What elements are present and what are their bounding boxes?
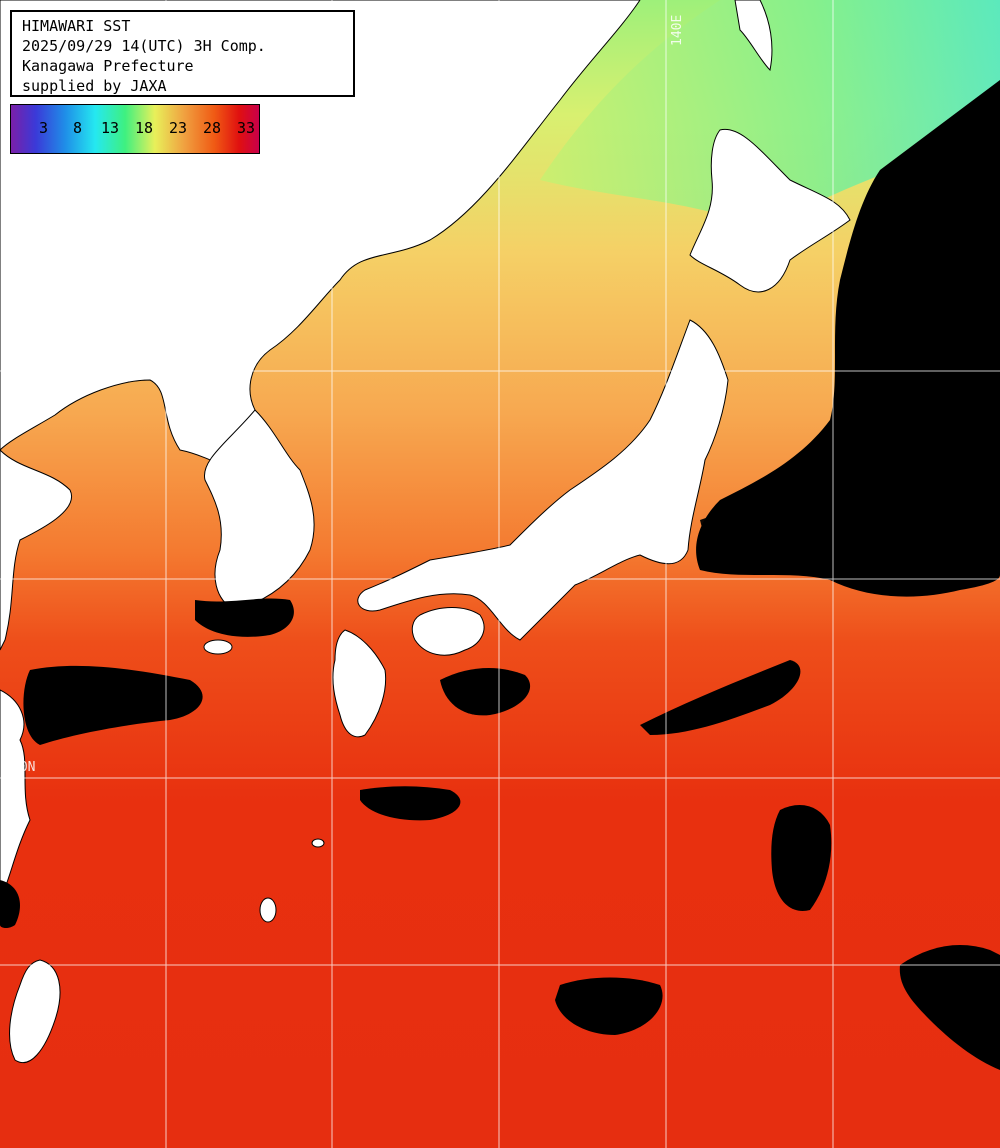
colorbar-tick: 18 <box>135 119 154 137</box>
cloud-south-3 <box>0 880 20 929</box>
cloud-east-band <box>700 410 1000 560</box>
cloud-central-pacific <box>771 805 832 911</box>
colorbar-tick: 13 <box>101 119 120 137</box>
cloud-south-2 <box>899 945 1000 1070</box>
cloud-southwest-honshu <box>440 668 531 716</box>
land-hokkaido <box>689 128 851 293</box>
lat-label-30n: 30N <box>12 760 36 775</box>
timestamp-line: 2025/09/29 14(UTC) 3H Comp. <box>22 37 266 55</box>
lon-label-140e: 140E <box>670 14 685 46</box>
colorbar-tick: 3 <box>39 119 49 137</box>
land-amami <box>311 838 325 848</box>
cloud-pacific-east <box>640 660 801 735</box>
land-sakhalin <box>734 0 773 72</box>
land-taiwan <box>9 959 61 1063</box>
credit-line: supplied by JAXA <box>22 77 167 95</box>
title-line: HIMAWARI SST <box>22 17 131 35</box>
colorbar-tick: 23 <box>169 119 188 137</box>
land-okinawa <box>259 897 277 923</box>
land-china-coast <box>0 449 73 651</box>
land-china-south <box>0 689 31 901</box>
land-kyushu <box>332 629 387 738</box>
cloud-east-china-sea <box>23 665 203 745</box>
land-shikoku <box>411 607 485 656</box>
location-line: Kanagawa Prefecture <box>22 57 194 75</box>
colorbar-tick: 33 <box>237 119 256 137</box>
cloud-korea-strait <box>195 598 294 637</box>
info-box: HIMAWARI SST 2025/09/29 14(UTC) 3H Comp.… <box>10 10 355 97</box>
color-scale-legend: 3 8 13 18 23 28 33 <box>10 104 260 154</box>
colorbar-tick: 8 <box>73 119 83 137</box>
colorbar-tick: 28 <box>203 119 222 137</box>
cloud-south-1 <box>555 977 663 1035</box>
land-honshu <box>357 319 729 641</box>
land-jeju <box>203 639 233 655</box>
cloud-okinawa-north <box>360 786 461 821</box>
lat-label-40n: 40N <box>12 354 36 369</box>
